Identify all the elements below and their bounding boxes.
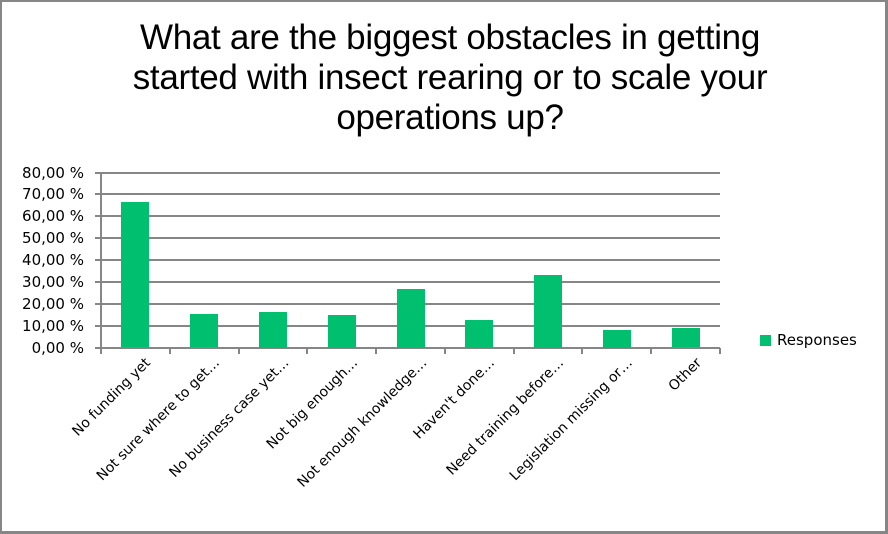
y-tick: [95, 237, 101, 239]
y-tick-label: 70,00 %: [22, 185, 84, 203]
x-tick: [444, 348, 446, 354]
y-tick: [95, 303, 101, 305]
gridline: [101, 259, 720, 261]
bar: [190, 314, 218, 347]
y-tick: [95, 325, 101, 327]
y-tick-label: 0,00 %: [31, 339, 84, 357]
y-tick: [95, 347, 101, 349]
y-tick-label: 20,00 %: [22, 295, 84, 313]
bar: [672, 328, 700, 347]
x-tick: [306, 348, 308, 354]
y-tick-label: 30,00 %: [22, 273, 84, 291]
x-tick-label: Not sure where to get…: [94, 355, 224, 485]
bar: [465, 320, 493, 348]
y-tick-label: 60,00 %: [22, 207, 84, 225]
y-tick: [95, 193, 101, 195]
x-tick-label: Legislation missing or…: [507, 355, 637, 485]
gridline: [101, 172, 720, 174]
bar: [603, 330, 631, 348]
x-tick-label: Not enough knowledge…: [294, 355, 431, 491]
x-tick: [169, 348, 171, 354]
bar: [534, 275, 562, 348]
gridline: [101, 347, 720, 349]
x-tick-label: Need training before…: [443, 355, 568, 479]
x-tick: [100, 348, 102, 354]
x-tick: [375, 348, 377, 354]
x-tick: [581, 348, 583, 354]
x-tick: [719, 348, 721, 354]
y-tick: [95, 172, 101, 174]
gridline: [101, 215, 720, 217]
legend-swatch: [760, 334, 771, 346]
legend: Responses: [760, 331, 857, 349]
y-tick-label: 80,00 %: [22, 164, 84, 182]
bar: [328, 315, 356, 348]
y-tick-label: 50,00 %: [22, 229, 84, 247]
y-tick-label: 10,00 %: [22, 317, 84, 335]
x-tick: [238, 348, 240, 354]
y-tick: [95, 259, 101, 261]
y-tick: [95, 215, 101, 217]
gridline: [101, 237, 720, 239]
title-line-1: What are the biggest obstacles in gettin…: [139, 18, 761, 57]
x-tick-label: Other: [665, 355, 706, 395]
chart-title: What are the biggest obstacles in gettin…: [40, 18, 860, 138]
x-tick-label: No business case yet…: [166, 355, 293, 481]
y-tick: [95, 281, 101, 283]
gridline: [101, 193, 720, 195]
title-line-2: started with insect rearing or to scale …: [132, 58, 768, 97]
bar: [397, 289, 425, 348]
x-tick: [513, 348, 515, 354]
y-tick-label: 40,00 %: [22, 251, 84, 269]
x-tick: [650, 348, 652, 354]
legend-label: Responses: [777, 331, 857, 349]
gridline: [101, 281, 720, 283]
bar: [121, 202, 149, 347]
bar: [259, 312, 287, 348]
title-line-3: operations up?: [336, 98, 564, 137]
